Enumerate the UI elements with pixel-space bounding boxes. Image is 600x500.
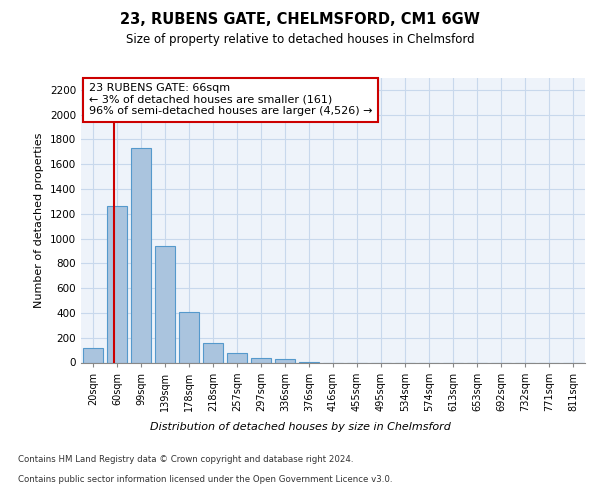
Bar: [83, 348, 103, 362]
Bar: [227, 352, 247, 362]
Bar: [203, 344, 223, 362]
Bar: [251, 358, 271, 362]
Bar: [179, 312, 199, 362]
Text: 23 RUBENS GATE: 66sqm
← 3% of detached houses are smaller (161)
96% of semi-deta: 23 RUBENS GATE: 66sqm ← 3% of detached h…: [89, 83, 372, 116]
Bar: [131, 148, 151, 362]
Bar: [275, 360, 295, 362]
Y-axis label: Number of detached properties: Number of detached properties: [34, 132, 44, 308]
Text: Size of property relative to detached houses in Chelmsford: Size of property relative to detached ho…: [125, 32, 475, 46]
Bar: [155, 246, 175, 362]
Bar: [107, 206, 127, 362]
Text: Contains public sector information licensed under the Open Government Licence v3: Contains public sector information licen…: [18, 475, 392, 484]
Text: 23, RUBENS GATE, CHELMSFORD, CM1 6GW: 23, RUBENS GATE, CHELMSFORD, CM1 6GW: [120, 12, 480, 28]
Text: Distribution of detached houses by size in Chelmsford: Distribution of detached houses by size …: [149, 422, 451, 432]
Text: Contains HM Land Registry data © Crown copyright and database right 2024.: Contains HM Land Registry data © Crown c…: [18, 455, 353, 464]
